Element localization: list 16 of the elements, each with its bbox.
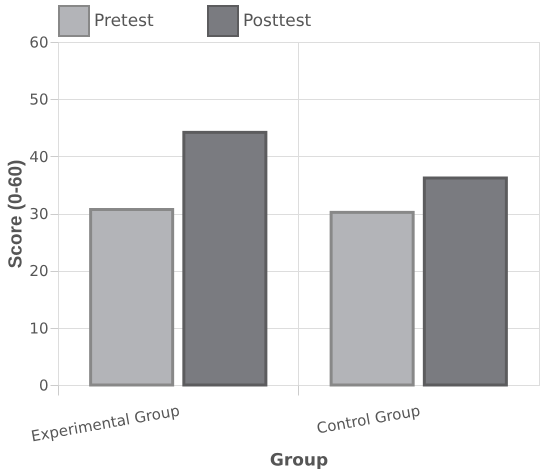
y-axis-title: Score (0-60) [5,160,26,268]
y-tick-label: 30 [29,205,48,223]
y-tick-label: 60 [29,34,48,52]
y-tick-label: 0 [38,376,48,394]
y-tick-label: 20 [29,262,48,280]
y-tick-label: 40 [29,148,48,166]
bar [89,208,174,386]
y-tick-label: 50 [29,90,48,109]
legend-label: Pretest [94,11,154,31]
legend-label: Posttest [243,11,312,31]
x-tick-label: Control Group [315,402,422,438]
bar [182,130,268,386]
y-tick-label: 10 [29,319,48,338]
x-axis-title: Group [270,450,328,470]
bar [330,210,415,386]
bar [422,176,508,386]
